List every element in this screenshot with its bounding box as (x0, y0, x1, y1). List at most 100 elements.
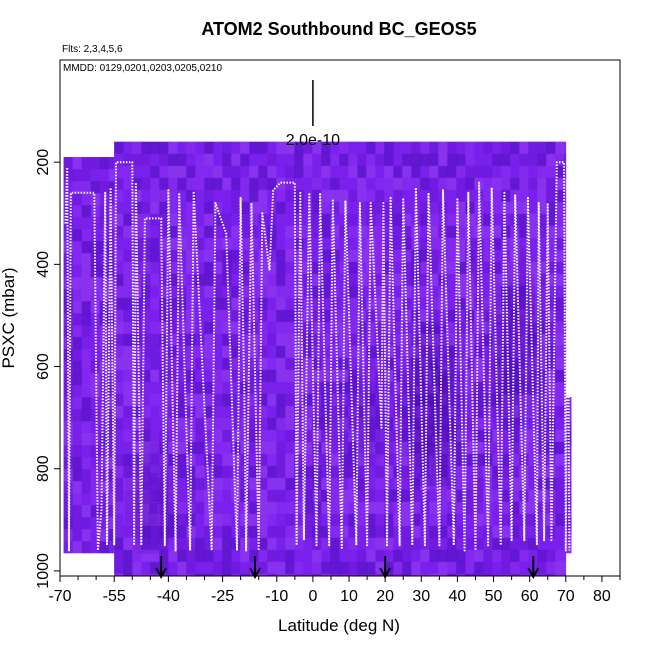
curtain-cell (303, 153, 313, 167)
curtain-cell (114, 393, 124, 407)
curtain-cell (240, 141, 250, 155)
curtain-cell (330, 177, 340, 191)
curtain-cell (330, 333, 340, 347)
curtain-cell (213, 261, 223, 275)
curtain-cell (330, 549, 340, 563)
curtain-cell (123, 549, 133, 563)
curtain-cell (222, 189, 232, 203)
curtain-cell (546, 237, 556, 251)
curtain-cell (267, 417, 277, 431)
curtain-cell (402, 525, 412, 539)
curtain-cell (393, 513, 403, 527)
curtain-cell (267, 153, 277, 167)
curtain-cell (285, 249, 295, 263)
curtain-cell (294, 141, 304, 155)
curtain-cell (528, 513, 538, 527)
curtain-cell (330, 249, 340, 263)
curtain-cell (312, 393, 322, 407)
hotspot-cell-0 (125, 513, 134, 524)
curtain-cell (483, 573, 493, 576)
curtain-cell (195, 453, 205, 467)
curtain-cell (231, 513, 241, 527)
curtain-cell (195, 489, 205, 503)
curtain-cell (312, 513, 322, 527)
curtain-cell (90, 289, 101, 302)
curtain-cell (393, 549, 403, 563)
curtain-cell (72, 361, 83, 374)
curtain-cell (159, 417, 169, 431)
curtain-cell (420, 165, 430, 179)
curtain-cell (519, 477, 529, 491)
hotspot-cell-0 (141, 533, 150, 544)
curtain-cell (159, 441, 169, 455)
curtain-cell (420, 525, 430, 539)
curtain-cell (330, 513, 340, 527)
curtain-cell (108, 325, 115, 338)
curtain-cell (384, 477, 394, 491)
curtain-cell (519, 441, 529, 455)
curtain-cell (492, 285, 502, 299)
curtain-cell (420, 273, 430, 287)
curtain-cell (168, 297, 178, 311)
hotspot-cell-3 (370, 406, 380, 418)
curtain-cell (123, 165, 133, 179)
curtain-cell (123, 537, 133, 551)
hotspot-cell-2 (526, 364, 535, 376)
curtain-cell (72, 445, 83, 458)
curtain-cell (483, 393, 493, 407)
curtain-cell (420, 321, 430, 335)
curtain-cell (258, 225, 268, 239)
curtain-cell (150, 465, 160, 479)
curtain-cell (177, 297, 187, 311)
hotspot-cell-0 (141, 473, 150, 484)
curtain-cell (213, 525, 223, 539)
curtain-cell (114, 153, 124, 167)
curtain-cell (510, 165, 520, 179)
hotspot-cell-0 (149, 483, 158, 494)
curtain-cell (366, 321, 376, 335)
curtain-cell (474, 429, 484, 443)
curtain-cell (249, 441, 259, 455)
curtain-cell (366, 249, 376, 263)
curtain-cell (114, 405, 124, 419)
curtain-cell (114, 285, 124, 299)
curtain-cell (99, 529, 110, 542)
curtain-cell (186, 261, 196, 275)
curtain-cell (330, 393, 340, 407)
hotspot-cell-2 (518, 274, 527, 286)
curtain-cell (267, 345, 277, 359)
curtain-cell (393, 297, 403, 311)
curtain-cell (123, 177, 133, 191)
curtain-cell (375, 513, 385, 527)
curtain-cell (195, 525, 205, 539)
hotspot-cell-1 (423, 405, 433, 417)
curtain-cell (393, 453, 403, 467)
curtain-cell (258, 381, 268, 395)
curtain-cell (537, 549, 547, 563)
curtain-cell (384, 237, 394, 251)
hotspot-cell-1 (407, 335, 417, 347)
curtain-cell (546, 405, 556, 419)
curtain-cell (375, 141, 385, 155)
curtain-cell (258, 393, 268, 407)
curtain-cell (456, 501, 466, 515)
curtain-cell (168, 537, 178, 551)
curtain-cell (159, 261, 169, 275)
hotspot-cell-3 (354, 416, 364, 428)
curtain-cell (474, 405, 484, 419)
curtain-cell (99, 181, 110, 194)
curtain-cell (411, 465, 421, 479)
curtain-cell (231, 465, 241, 479)
hotspot-cell-3 (370, 436, 380, 448)
hotspot-cell-3 (370, 386, 380, 398)
curtain-cell (555, 309, 565, 323)
curtain-cell (537, 333, 547, 347)
curtain-cell (231, 165, 241, 179)
curtain-cell (81, 433, 92, 446)
curtain-cell (348, 405, 358, 419)
curtain-cell (141, 225, 151, 239)
hotspot-cell-0 (157, 483, 166, 494)
hotspot-cell-3 (354, 376, 364, 388)
curtain-cell (438, 141, 448, 155)
curtain-cell (159, 549, 169, 563)
